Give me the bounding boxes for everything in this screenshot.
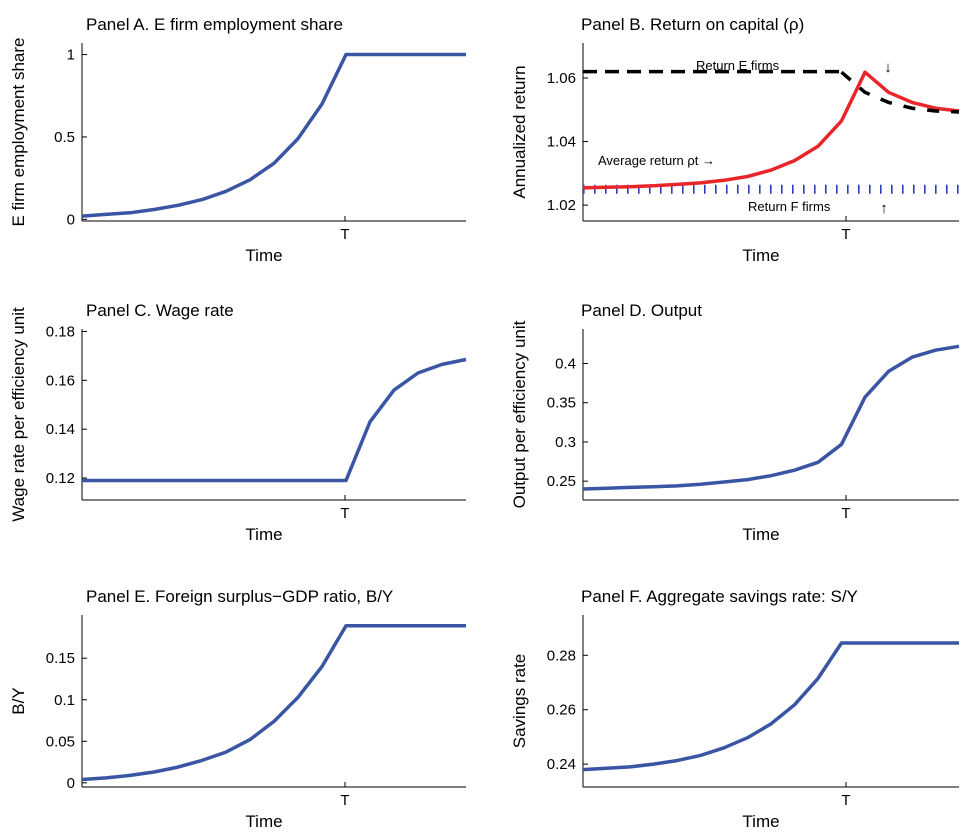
panel-b: Panel B. Return on capital (ρ) 1.02 1.04 1.…	[510, 15, 960, 265]
y-tick-label: 0.12	[46, 470, 75, 487]
x-axis-label: Time	[742, 246, 779, 265]
y-axis-label: Annualized return	[510, 65, 529, 198]
panel-title: Panel C. Wage rate	[86, 301, 234, 320]
series-return-e-firms-after-t	[840, 70, 960, 114]
y-axis-label: E firm employment share	[9, 38, 28, 227]
y-tick-label: 0.35	[547, 395, 576, 412]
y-tick-label: 0	[67, 211, 75, 228]
x-tick-label: T	[340, 792, 349, 809]
series-line	[582, 344, 960, 491]
y-tick-label: 0	[67, 775, 75, 792]
panel-title: Panel D. Output	[581, 301, 702, 320]
y-tick-label: 0.5	[54, 129, 75, 146]
annotation-return-f-firms: Return F firms	[748, 199, 831, 214]
y-tick-label: 0.25	[547, 473, 576, 490]
up-arrow-icon: ↑	[880, 200, 888, 217]
y-tick-label: 1.02	[547, 197, 576, 214]
y-tick-label: 0.1	[54, 692, 75, 709]
annotation-return-e-firms: Return E firms	[696, 58, 780, 73]
panel-c: Panel C. Wage rate 0.12 0.14 0.16 0.18 T Time W…	[9, 301, 467, 544]
panel-d: Panel D. Output 0.25 0.3 0.35 0.4 T Time Output…	[510, 301, 960, 544]
series-line	[81, 624, 466, 782]
series-line	[82, 357, 467, 483]
y-axis-label: Savings rate	[510, 654, 529, 749]
x-axis-label: Time	[742, 812, 779, 831]
x-axis-label: Time	[245, 812, 282, 831]
y-tick-label: 0.15	[46, 650, 75, 667]
x-tick-label: T	[841, 226, 850, 243]
y-tick-label: 0.24	[547, 756, 576, 773]
y-axis-label: B/Y	[9, 687, 28, 714]
y-tick-label: 1	[67, 47, 75, 64]
y-tick-label: 0.16	[46, 372, 75, 389]
panel-f: Panel F. Aggregate savings rate: S/Y 0.24…	[510, 587, 959, 831]
y-tick-label: 1.06	[547, 70, 576, 87]
y-tick-label: 0.26	[547, 702, 576, 719]
panel-title: Panel E. Foreign surplus−GDP ratio, B/Y	[86, 587, 393, 606]
y-tick-label: 0.4	[555, 356, 576, 373]
y-axis-label: Wage rate per efficiency unit	[9, 307, 28, 522]
y-tick-label: 0.05	[46, 733, 75, 750]
series-average-return	[582, 70, 960, 190]
y-tick-label: 0.18	[46, 323, 75, 340]
x-tick-label: T	[340, 505, 349, 522]
x-tick-label: T	[340, 226, 349, 243]
y-tick-label: 1.04	[547, 134, 576, 151]
x-axis-label: Time	[245, 525, 282, 544]
panel-a: Panel A. E firm employment share 0 0.5 1 T Ti…	[9, 15, 466, 265]
panel-e: Panel E. Foreign surplus−GDP ratio, B/Y 0…	[9, 587, 466, 831]
y-axis-label: Output per efficiency unit	[510, 320, 529, 508]
down-arrow-icon: ↓	[884, 59, 892, 76]
panel-title: Panel A. E firm employment share	[86, 15, 343, 34]
series-line	[582, 641, 959, 772]
y-tick-label: 0.28	[547, 647, 576, 664]
panel-title: Panel B. Return on capital (ρ)	[581, 15, 804, 34]
x-axis-label: Time	[245, 246, 282, 265]
series-line	[81, 52, 466, 218]
x-axis-label: Time	[742, 525, 779, 544]
x-tick-label: T	[841, 505, 850, 522]
y-tick-label: 0.14	[46, 421, 75, 438]
panel-title: Panel F. Aggregate savings rate: S/Y	[581, 587, 858, 606]
annotation-average-return: Average return ρt →	[598, 153, 715, 168]
x-tick-label: T	[841, 792, 850, 809]
y-tick-label: 0.3	[555, 434, 576, 451]
